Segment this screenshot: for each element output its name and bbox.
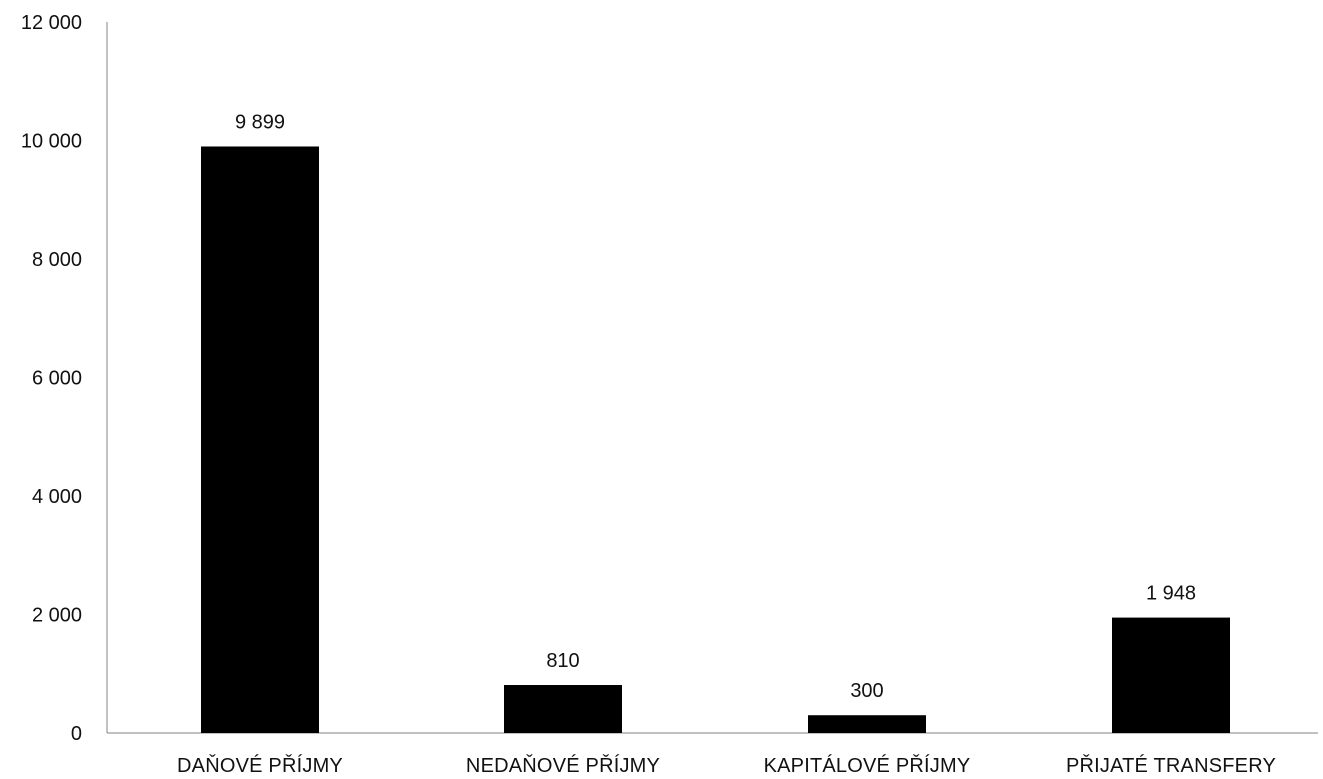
bars — [201, 146, 1230, 733]
y-tick-labels: 0 2 000 4 000 6 000 8 000 10 000 12 000 — [21, 12, 82, 745]
y-tick-label: 0 — [71, 723, 82, 745]
y-tick-label: 12 000 — [21, 12, 82, 34]
bar — [808, 715, 926, 733]
bar — [201, 146, 319, 733]
category-label: PŘIJATÉ TRANSFERY — [1066, 754, 1276, 777]
bar — [504, 685, 622, 733]
data-labels: 9 899 810 300 1 948 — [235, 111, 1196, 702]
bar-value-label: 9 899 — [235, 111, 285, 133]
y-tick-label: 2 000 — [32, 605, 82, 627]
y-tick-label: 4 000 — [32, 486, 82, 508]
y-tick-label: 6 000 — [32, 368, 82, 390]
y-tick-label: 10 000 — [21, 131, 82, 153]
bar — [1112, 617, 1230, 733]
y-tick-label: 8 000 — [32, 249, 82, 271]
category-label: KAPITÁLOVÉ PŘÍJMY — [764, 754, 971, 777]
bar-value-label: 1 948 — [1146, 583, 1196, 605]
category-label: NEDAŇOVÉ PŘÍJMY — [466, 754, 660, 777]
category-labels: DAŇOVÉ PŘÍJMY NEDAŇOVÉ PŘÍJMY KAPITÁLOVÉ P… — [177, 754, 1276, 777]
bar-value-label: 810 — [546, 650, 579, 672]
bar-value-label: 300 — [850, 680, 883, 702]
category-label: DAŇOVÉ PŘÍJMY — [177, 754, 343, 777]
